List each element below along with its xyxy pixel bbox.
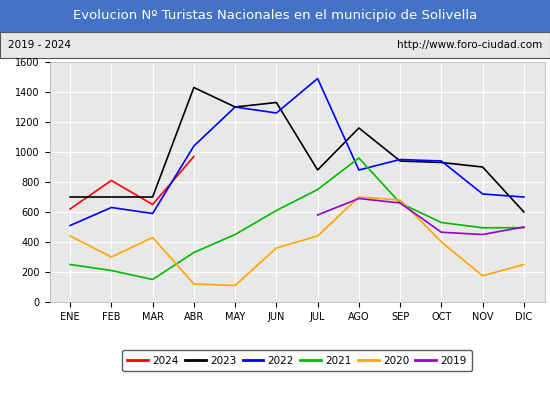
2022 xyxy=(273,110,279,115)
2022 xyxy=(315,76,321,81)
2024 xyxy=(108,178,115,183)
2021 xyxy=(67,262,74,267)
Line: 2021: 2021 xyxy=(70,158,524,280)
2022 xyxy=(355,168,362,172)
2019 xyxy=(397,201,404,206)
2019 xyxy=(355,196,362,201)
Legend: 2024, 2023, 2022, 2021, 2020, 2019: 2024, 2023, 2022, 2021, 2020, 2019 xyxy=(122,350,472,371)
2022 xyxy=(232,104,239,109)
2019 xyxy=(520,225,527,230)
2020 xyxy=(108,255,115,260)
Text: http://www.foro-ciudad.com: http://www.foro-ciudad.com xyxy=(397,40,542,50)
2021 xyxy=(108,268,115,273)
2024 xyxy=(190,154,197,159)
2021 xyxy=(232,232,239,237)
2022 xyxy=(479,192,486,196)
2021 xyxy=(355,156,362,160)
Line: 2020: 2020 xyxy=(70,197,524,286)
2023 xyxy=(397,158,404,163)
2020 xyxy=(190,282,197,286)
2024 xyxy=(67,206,74,211)
2021 xyxy=(190,250,197,255)
2022 xyxy=(67,223,74,228)
Line: 2024: 2024 xyxy=(70,156,194,209)
Line: 2022: 2022 xyxy=(70,78,524,226)
Text: Evolucion Nº Turistas Nacionales en el municipio de Solivella: Evolucion Nº Turistas Nacionales en el m… xyxy=(73,10,477,22)
2020 xyxy=(438,240,444,244)
Line: 2023: 2023 xyxy=(70,88,524,212)
2020 xyxy=(67,234,74,238)
2019 xyxy=(479,232,486,237)
Line: 2019: 2019 xyxy=(318,198,524,234)
2021 xyxy=(479,225,486,230)
Text: 2019 - 2024: 2019 - 2024 xyxy=(8,40,72,50)
2023 xyxy=(479,165,486,170)
2023 xyxy=(355,126,362,130)
2023 xyxy=(150,194,156,199)
2020 xyxy=(273,246,279,250)
2020 xyxy=(355,194,362,199)
2023 xyxy=(232,104,239,109)
2022 xyxy=(108,205,115,210)
2020 xyxy=(232,283,239,288)
2024 xyxy=(150,202,156,207)
2020 xyxy=(479,273,486,278)
2022 xyxy=(520,194,527,199)
2023 xyxy=(108,194,115,199)
2021 xyxy=(150,277,156,282)
2021 xyxy=(520,225,527,230)
2023 xyxy=(273,100,279,105)
2020 xyxy=(397,198,404,202)
2022 xyxy=(397,157,404,162)
2021 xyxy=(315,187,321,192)
2022 xyxy=(150,211,156,216)
2020 xyxy=(315,234,321,238)
2022 xyxy=(190,144,197,148)
2023 xyxy=(190,85,197,90)
2021 xyxy=(397,201,404,206)
2022 xyxy=(438,158,444,163)
2023 xyxy=(438,160,444,165)
2019 xyxy=(438,230,444,235)
2019 xyxy=(315,213,321,218)
2020 xyxy=(150,235,156,240)
2023 xyxy=(67,194,74,199)
2023 xyxy=(520,210,527,214)
2023 xyxy=(315,168,321,172)
2021 xyxy=(273,208,279,213)
2020 xyxy=(520,262,527,267)
2021 xyxy=(438,220,444,225)
